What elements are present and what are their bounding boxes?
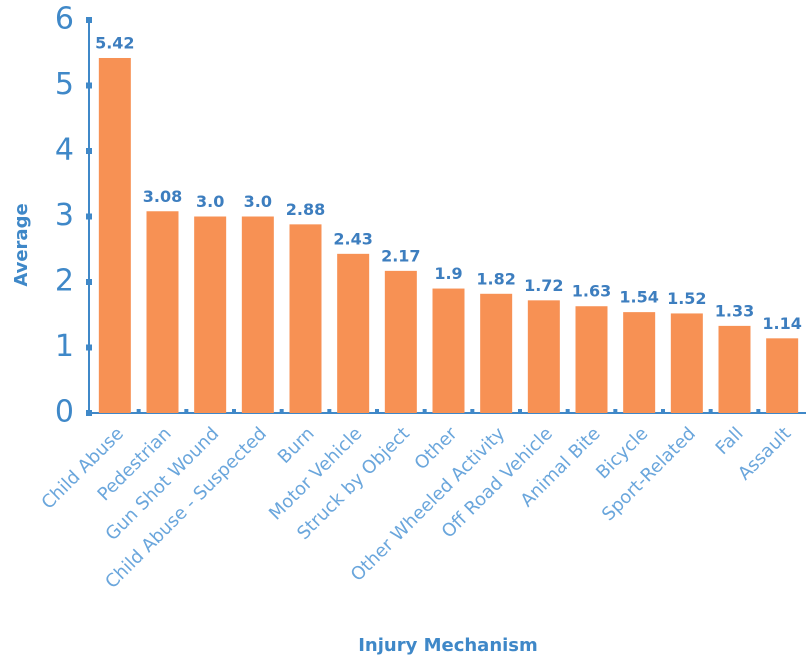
bar [623, 312, 656, 413]
y-tick-label: 5 [55, 67, 74, 102]
bar [384, 270, 417, 413]
y-tick [86, 279, 92, 285]
x-tick [279, 409, 284, 414]
bar [527, 300, 560, 413]
value-label: 2.88 [286, 200, 325, 219]
y-tick [86, 82, 92, 89]
value-label: 1.33 [715, 301, 754, 320]
x-tick-label: Assault [734, 423, 795, 484]
x-tick [327, 409, 332, 414]
bar [432, 288, 465, 413]
y-tick [86, 213, 92, 220]
bar [194, 216, 227, 413]
x-tick-label: Burn [274, 423, 319, 468]
y-tick [86, 344, 92, 351]
x-tick [518, 409, 522, 414]
y-tick-label: 6 [55, 2, 74, 37]
x-tick [136, 409, 141, 414]
bar [98, 57, 131, 414]
value-label: 1.82 [476, 269, 515, 288]
x-tick [708, 409, 713, 414]
bar [337, 253, 370, 413]
x-tick [613, 409, 618, 414]
value-label: 1.14 [762, 314, 801, 333]
y-tick-label: 0 [55, 395, 74, 430]
value-label: 2.43 [333, 229, 372, 248]
bar [575, 306, 608, 413]
y-tick-label: 2 [55, 264, 74, 299]
y-tick-label: 4 [55, 133, 74, 168]
value-label: 2.17 [381, 246, 420, 265]
bar [289, 224, 322, 413]
x-tick [184, 409, 189, 414]
value-label: 1.63 [572, 282, 611, 301]
x-tick [375, 409, 379, 414]
y-tick [86, 148, 92, 154]
x-tick-label: Fall [712, 423, 748, 459]
x-tick [232, 409, 236, 414]
x-tick [422, 409, 427, 414]
x-tick [565, 409, 570, 414]
value-label: 1.9 [434, 264, 462, 283]
value-label: 1.72 [524, 276, 563, 295]
y-tick [86, 17, 92, 23]
y-tick-label: 3 [55, 198, 74, 233]
y-tick [86, 410, 92, 416]
bar [670, 313, 703, 413]
x-tick [661, 409, 665, 414]
x-axis-title: Injury Mechanism [358, 635, 538, 656]
value-label: 3.0 [196, 192, 224, 211]
bar [766, 338, 799, 413]
bar [241, 216, 274, 413]
value-label: 3.08 [143, 187, 182, 206]
y-tick-label: 1 [55, 329, 74, 364]
x-tick [756, 409, 761, 414]
value-label: 1.52 [667, 289, 706, 308]
bar [480, 293, 513, 413]
value-label: 1.54 [619, 288, 658, 307]
x-tick [470, 409, 475, 414]
bar [146, 211, 179, 413]
value-label: 5.42 [95, 33, 134, 52]
y-axis-title: Average [11, 203, 32, 286]
bar [718, 325, 751, 413]
value-label: 3.0 [244, 192, 272, 211]
